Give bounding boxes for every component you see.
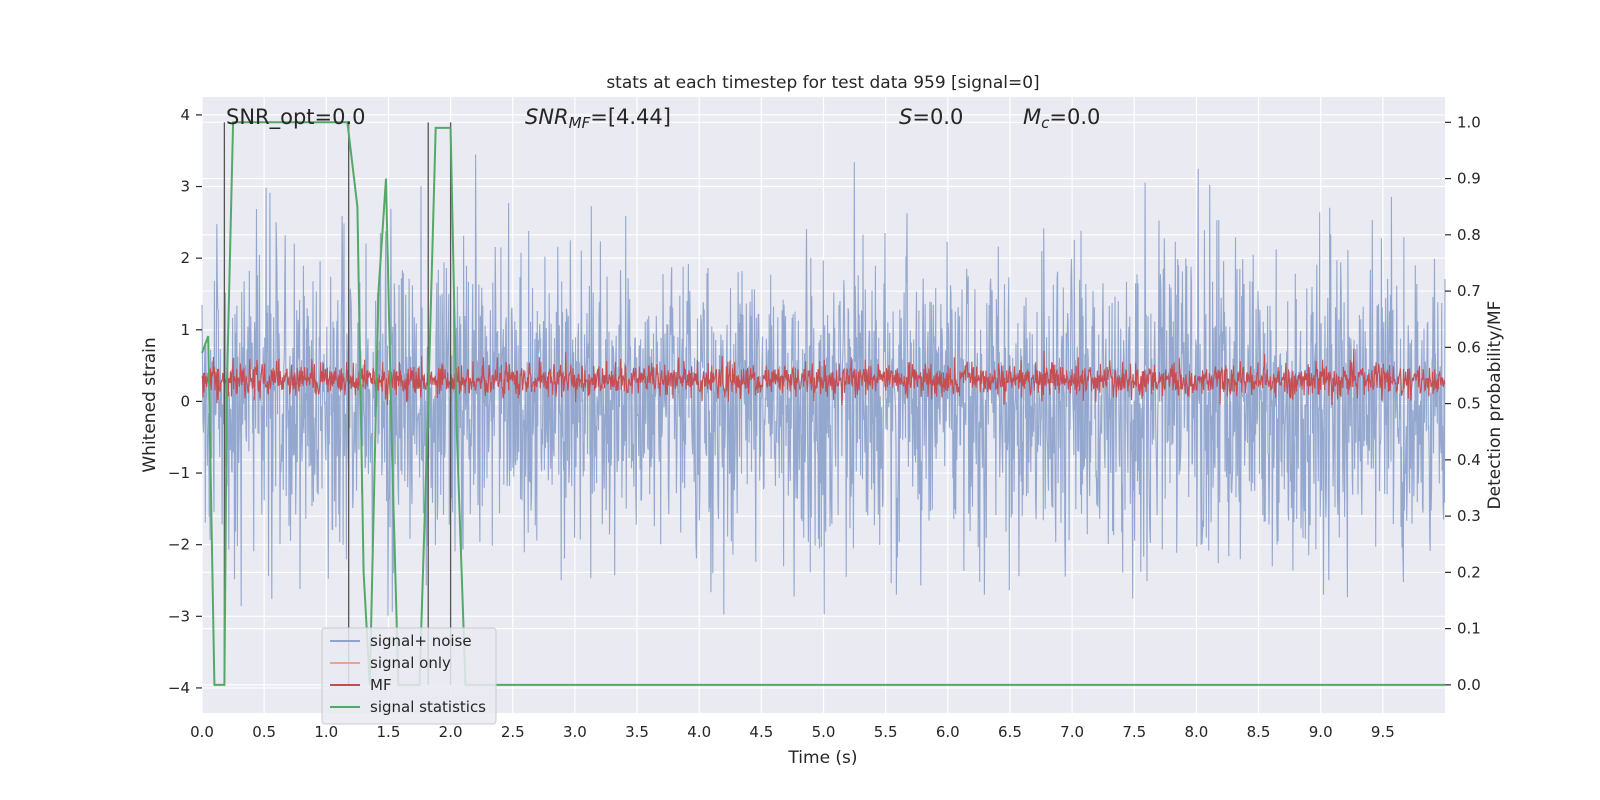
strain-layer (201, 154, 1446, 616)
y-tick-label-left: 1 (180, 321, 190, 339)
x-tick-label: 8.0 (1184, 723, 1208, 741)
chart-title: stats at each timestep for test data 959… (606, 73, 1039, 93)
annotation-mc-value: =0.0 (1049, 105, 1100, 129)
annotation-mc: Mc=0.0 (1023, 105, 1100, 132)
y-tick-label-right: 0.5 (1457, 395, 1481, 413)
annotation-snr-mf-symbol: SNR (525, 105, 569, 129)
annotation-snr-mf-value: =[4.44] (590, 105, 671, 129)
annotation-s-symbol: S (899, 105, 912, 129)
x-tick-label: 7.5 (1122, 723, 1146, 741)
stat-layer (201, 121, 1445, 686)
annotation-mc-sub: c (1041, 114, 1050, 132)
y-tick-label-left: 4 (180, 106, 190, 124)
annotation-snr-mf-sub: MF (569, 114, 591, 132)
y-tick-right-layer: 0.0 0.1 0.2 0.3 0.4 0.5 0.6 0.7 0.8 0.9 1.0 (1445, 113, 1481, 694)
series-signal-noise-line (201, 154, 1446, 616)
y-tick-left-layer: −4 −3 −2 −1 0 1 2 3 4 (168, 106, 202, 697)
legend-label-signal-noise: signal+ noise (370, 632, 472, 650)
x-tick-label: 6.0 (936, 723, 960, 741)
y-tick-label-right: 0.2 (1457, 563, 1481, 581)
x-tick-label: 1.0 (314, 723, 338, 741)
y-tick-label-left: 0 (180, 392, 190, 410)
x-axis-label: Time (s) (787, 748, 857, 768)
x-tick-label: 0.0 (190, 723, 214, 741)
y-tick-label-right: 0.8 (1457, 226, 1481, 244)
x-tick-label: 8.5 (1247, 723, 1271, 741)
x-tick-layer: 0.0 0.5 1.0 1.5 2.0 2.5 3.0 3.5 4.0 4.5 5.0 5.5 6.0 6… (190, 723, 1395, 741)
x-tick-label: 1.5 (377, 723, 401, 741)
y-tick-label-left: 3 (180, 178, 190, 196)
y-tick-label-left: −4 (168, 679, 190, 697)
y-tick-label-right: 0.7 (1457, 282, 1481, 300)
legend-box (321, 627, 497, 725)
y-axis-label-right: Detection probability/MF (1485, 301, 1505, 510)
x-tick-label: 2.0 (439, 723, 463, 741)
legend-label-signal-statistics: signal statistics (370, 698, 486, 716)
legend-label-signal-only: signal only (370, 654, 451, 672)
y-tick-label-left: 2 (180, 249, 190, 267)
x-tick-label: 3.0 (563, 723, 587, 741)
x-tick-label: 7.0 (1060, 723, 1084, 741)
y-tick-label-right: 0.1 (1457, 620, 1481, 638)
y-tick-label-right: 0.4 (1457, 451, 1481, 469)
legend-label-mf: MF (370, 676, 392, 694)
annotation-snr-opt: SNR_opt=0.0 (226, 105, 366, 130)
x-tick-label: 9.5 (1371, 723, 1395, 741)
x-tick-label: 6.5 (998, 723, 1022, 741)
annotation-mc-symbol: M (1023, 105, 1041, 129)
legend: signal+ noise signal only MF signal stat… (321, 627, 497, 725)
y-tick-label-right: 0.3 (1457, 507, 1481, 525)
x-tick-label: 4.0 (687, 723, 711, 741)
y-tick-label-left: −2 (168, 536, 190, 554)
series-signal-statistics-line (201, 121, 1445, 686)
annotation-s-value: =0.0 (912, 105, 963, 129)
mf-layer (201, 348, 1446, 406)
y-tick-label-right: 1.0 (1457, 113, 1481, 131)
y-tick-label-right: 0.9 (1457, 170, 1481, 188)
y-tick-label-right: 0.0 (1457, 676, 1481, 694)
x-tick-label: 4.5 (749, 723, 773, 741)
x-tick-label: 0.5 (252, 723, 276, 741)
series-mf-line (201, 348, 1446, 406)
x-tick-label: 5.5 (874, 723, 898, 741)
x-tick-label: 9.0 (1309, 723, 1333, 741)
y-axis-label-left: Whitened strain (140, 337, 160, 472)
y-tick-label-right: 0.6 (1457, 338, 1481, 356)
x-tick-label: 3.5 (625, 723, 649, 741)
annotation-s: S=0.0 (899, 105, 963, 129)
x-tick-label: 2.5 (501, 723, 525, 741)
y-tick-label-left: −1 (168, 464, 190, 482)
x-tick-label: 5.0 (812, 723, 836, 741)
annotation-snr-mf: SNRMF=[4.44] (525, 105, 671, 132)
y-tick-label-left: −3 (168, 607, 190, 625)
